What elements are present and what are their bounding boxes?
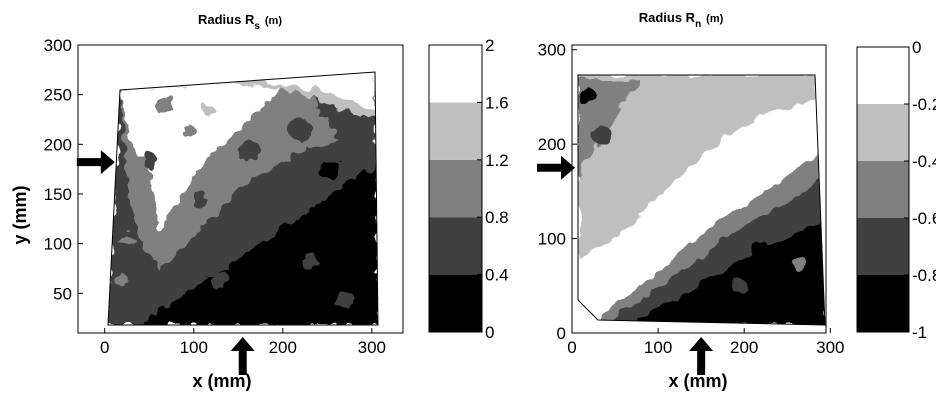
colorbar-tick-label: 1.2 — [485, 151, 509, 170]
rn-patch — [692, 292, 708, 308]
colorbar-tick-label: -0.8 — [912, 266, 936, 285]
colorbar-band — [429, 102, 482, 160]
rn-patch — [751, 241, 769, 259]
rs-patch — [301, 251, 319, 269]
rs-patch — [212, 272, 228, 288]
rs-patch — [126, 191, 144, 209]
colorbar-band — [857, 47, 909, 104]
panel-rs-colorbar: 0 0.4 0.8 1.2 1.6 2 — [428, 36, 509, 342]
rn-level-upper — [578, 75, 815, 260]
rs-mask — [78, 45, 403, 333]
rs-patch — [240, 140, 260, 160]
x-tick-label: 300 — [358, 338, 386, 357]
rs-patch — [183, 123, 197, 137]
rn-patch — [732, 277, 748, 293]
panel-rs-ylabel: y (mm) — [10, 185, 30, 244]
colorbar-band — [857, 161, 909, 218]
colorbar-tick-label: 2 — [485, 36, 494, 55]
panel-rn-arrows — [537, 155, 714, 375]
y-tick-label: 0 — [557, 324, 566, 343]
annotation-arrow — [689, 337, 714, 375]
rn-patch — [580, 87, 596, 103]
rn-patch — [591, 126, 609, 144]
annotation-arrow — [537, 155, 575, 180]
y-tick-label: 150 — [44, 185, 72, 204]
x-tick-label: 0 — [100, 338, 109, 357]
colorbar-tick-label: -1 — [912, 323, 927, 342]
colorbar-frame — [856, 46, 910, 333]
panel-rn-title: Radius Rn (m) — [639, 10, 724, 30]
panel-rs-xlabel: x (mm) — [192, 371, 251, 391]
panel-rs-contour-field — [78, 45, 403, 333]
y-tick-label: 200 — [538, 135, 566, 154]
colorbar-tick-label: 0.4 — [485, 266, 509, 285]
panel-rs-axes: 0 100 200 300 50 100 150 200 250 300 — [44, 36, 386, 357]
y-tick-label: 300 — [538, 41, 566, 60]
rs-patch — [157, 97, 173, 113]
x-tick-label: 100 — [180, 338, 208, 357]
colorbar-band — [429, 274, 482, 332]
y-tick-label: 200 — [44, 135, 72, 154]
x-tick-label: 100 — [644, 338, 672, 357]
rs-patch — [143, 153, 157, 167]
colorbar-frame — [428, 44, 483, 333]
x-tick-label: 0 — [567, 338, 576, 357]
colorbar-tick-label: 0.8 — [485, 208, 509, 227]
panel-rn-xlabel: x (mm) — [668, 371, 727, 391]
y-tick-label: 100 — [538, 230, 566, 249]
x-tick-label: 200 — [269, 338, 297, 357]
annotation-arrow — [76, 150, 115, 175]
panel-rn-colorbar: -1 -0.8 -0.6 -0.4 -0.2 0 — [856, 38, 936, 342]
colorbar-tick-label: -0.6 — [912, 209, 936, 228]
colorbar-tick-label: -0.4 — [912, 152, 936, 171]
x-tick-label: 300 — [816, 338, 844, 357]
rs-patch — [320, 160, 340, 180]
rs-level-top — [240, 72, 375, 110]
y-tick-label: 50 — [53, 284, 72, 303]
rs-level-high — [120, 78, 290, 230]
panel-rn-plot-frame — [571, 44, 827, 334]
colorbar-tick-label: 1.6 — [485, 93, 509, 112]
colorbar-tick-label: -0.2 — [912, 95, 936, 114]
colorbar-band — [857, 104, 909, 161]
rs-domain-edge — [107, 71, 379, 326]
rs-patch — [288, 118, 312, 142]
panel-rn-axes: 0 100 200 300 0 100 200 300 — [538, 41, 845, 357]
panel-rn-contour-field — [572, 45, 826, 333]
panel-rs-arrows — [76, 150, 255, 375]
rn-patch — [793, 258, 807, 272]
x-tick-label: 200 — [730, 338, 758, 357]
colorbar-band — [429, 159, 482, 218]
colorbar-band — [857, 218, 909, 275]
y-tick-label: 300 — [44, 36, 72, 55]
rs-level-low — [140, 165, 378, 325]
colorbar-band — [857, 275, 909, 332]
rn-level-bottom — [630, 220, 825, 325]
colorbar-tick-label: 0 — [912, 38, 921, 57]
rn-level-mid — [578, 80, 640, 175]
colorbar-band — [429, 45, 482, 103]
colorbar-band — [429, 217, 482, 275]
colorbar-tick-label: 0 — [485, 323, 494, 342]
rs-patch — [116, 274, 128, 286]
rn-domain-edge — [577, 74, 826, 326]
panel-rs: Radius Rs (m) — [10, 12, 509, 391]
rs-patch — [122, 234, 134, 246]
annotation-arrow — [230, 337, 255, 375]
rs-patch — [250, 220, 270, 240]
panel-rs-title: Radius Rs (m) — [198, 12, 282, 32]
rs-patch — [193, 193, 207, 207]
panel-rs-plot-frame — [77, 44, 404, 334]
rs-patch — [337, 292, 353, 308]
y-tick-label: 100 — [44, 235, 72, 254]
rs-patch — [204, 104, 216, 116]
y-tick-label: 250 — [44, 86, 72, 105]
rn-mask — [572, 45, 826, 333]
